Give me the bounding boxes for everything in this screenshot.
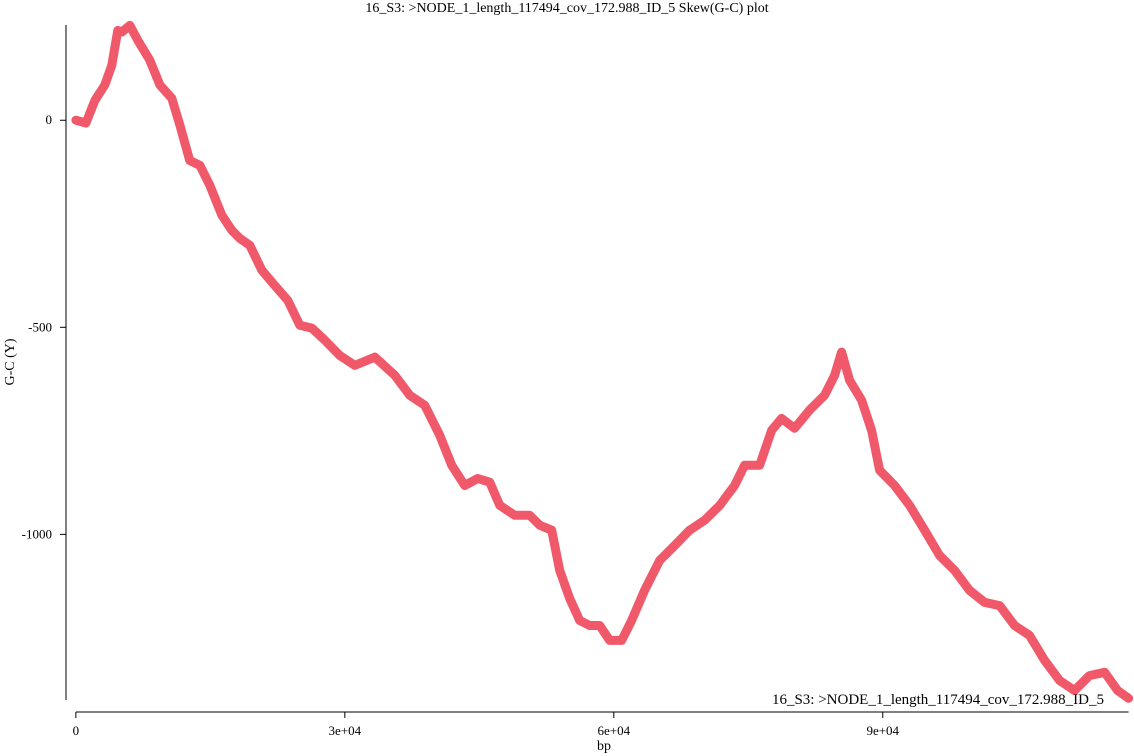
y-tick-label: -1000: [22, 526, 52, 541]
x-tick-label: 9e+04: [866, 723, 899, 738]
legend-label: 16_S3: >NODE_1_length_117494_cov_172.988…: [772, 692, 1104, 708]
x-tick-label: 6e+04: [597, 723, 630, 738]
y-tick-label: -500: [28, 319, 52, 334]
chart-title: 16_S3: >NODE_1_length_117494_cov_172.988…: [365, 1, 768, 16]
x-tick-label: 3e+04: [329, 723, 362, 738]
y-axis-label: G-C (Y): [3, 338, 18, 385]
x-tick-label: 0: [73, 723, 80, 738]
series-line: [71, 20, 1134, 703]
x-axis-label: bp: [597, 739, 611, 754]
y-tick-label: 0: [46, 112, 53, 127]
